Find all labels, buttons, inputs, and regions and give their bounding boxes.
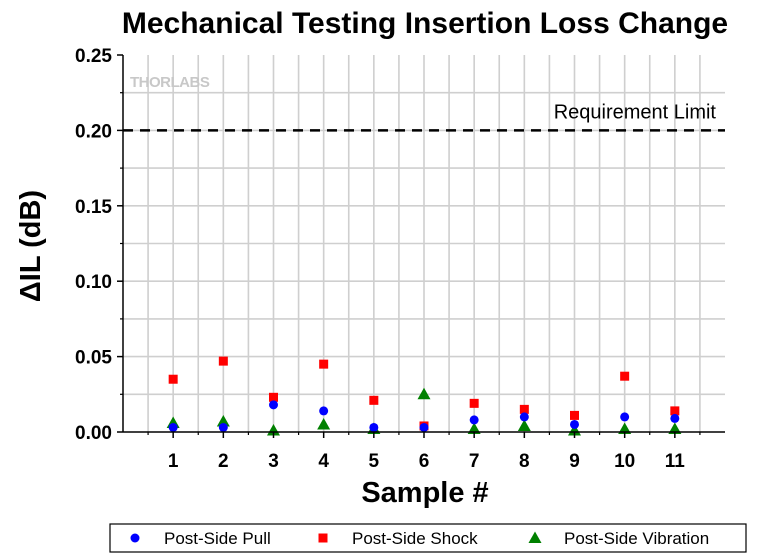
legend-box — [109, 523, 747, 553]
data-point — [469, 398, 479, 408]
x-tick-label: 4 — [318, 451, 329, 472]
legend-label: Post-Side Pull — [164, 529, 271, 548]
axes — [117, 54, 725, 438]
legend-marker — [318, 533, 328, 543]
data-point — [216, 414, 230, 427]
data-point — [467, 422, 481, 434]
legend-marker — [130, 533, 140, 543]
data-point — [620, 412, 630, 422]
series-post-side-vibration — [166, 387, 682, 436]
x-tick-label: 6 — [419, 451, 430, 472]
data-point — [620, 371, 630, 381]
data-point — [570, 410, 579, 420]
data-point — [269, 400, 278, 410]
x-tick-label: 1 — [168, 451, 179, 472]
data-point — [168, 422, 178, 432]
x-tick-label: 11 — [665, 451, 686, 472]
y-tick-label: 0.00 — [75, 423, 112, 444]
data-point — [419, 422, 429, 432]
data-point — [319, 359, 329, 369]
data-point — [168, 374, 178, 384]
x-axis-title: Sample # — [361, 477, 488, 509]
data-point — [519, 412, 529, 422]
legend-label: Post-Side Shock — [352, 529, 478, 548]
chart-title: Mechanical Testing Insertion Loss Change — [122, 7, 728, 40]
x-tick-label: 3 — [268, 451, 279, 472]
reference-line-group: Requirement Limit — [123, 101, 725, 132]
data-point — [319, 406, 329, 416]
data-point — [668, 422, 682, 434]
legend-label: Post-Side Vibration — [564, 529, 709, 548]
y-tick-label: 0.20 — [75, 121, 112, 142]
data-point — [469, 415, 479, 425]
data-point — [517, 419, 531, 431]
x-tick-label: 7 — [469, 451, 480, 472]
legend-marker — [528, 531, 542, 543]
series-post-side-pull — [168, 400, 680, 432]
x-tick-label: 5 — [369, 451, 380, 472]
x-tick-label: 10 — [614, 451, 635, 472]
data-point — [670, 406, 680, 416]
y-tick-label: 0.15 — [75, 197, 112, 218]
thorlabs-logo: THORLABS — [130, 74, 210, 91]
tick-labels: 0.00 0.05 0.10 0.15 0.20 0.25 1 2 3 4 5 6 7 8 9 10 11 — [75, 46, 685, 472]
data-point — [570, 419, 579, 429]
data-point — [218, 356, 228, 366]
data-marks — [166, 356, 682, 436]
y-tick-label: 0.05 — [75, 348, 112, 369]
legend: Post-Side Pull Post-Side Shock Post-Side V… — [109, 523, 747, 553]
x-tick-label: 2 — [218, 451, 229, 472]
data-point — [670, 413, 680, 423]
y-tick-label: 0.25 — [75, 46, 112, 67]
data-point — [218, 422, 228, 432]
data-point — [369, 422, 379, 432]
data-point — [369, 395, 379, 405]
grid — [123, 55, 725, 432]
requirement-limit-label: Requirement Limit — [554, 101, 717, 123]
data-point — [417, 387, 431, 400]
data-point — [269, 392, 278, 402]
data-point — [519, 404, 529, 414]
y-axis-title: ΔIL (dB) — [15, 190, 47, 302]
x-tick-label: 8 — [519, 451, 530, 472]
data-point — [317, 417, 331, 430]
data-point — [618, 422, 632, 434]
y-tick-label: 0.10 — [75, 272, 112, 293]
x-tick-label: 9 — [569, 451, 580, 472]
watermark: THORLABS — [130, 74, 210, 91]
